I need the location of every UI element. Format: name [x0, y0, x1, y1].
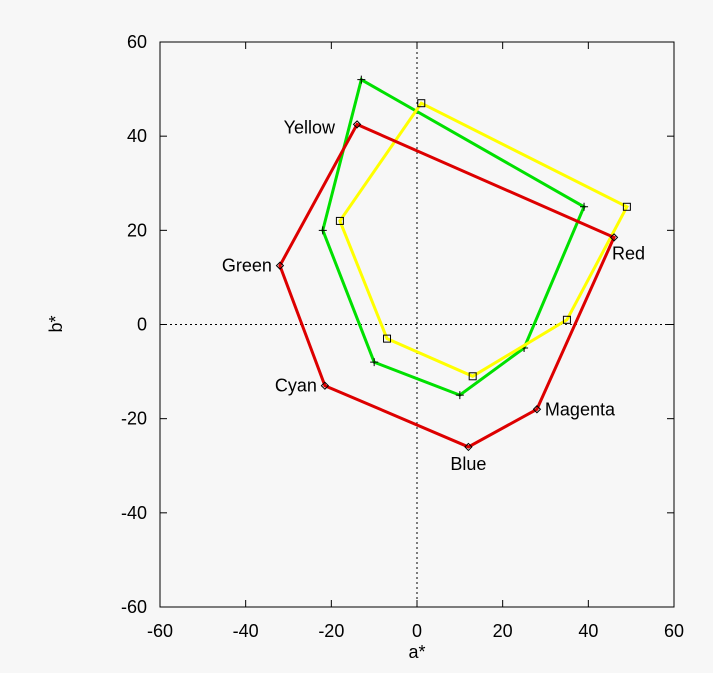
diamond-marker: [352, 120, 362, 129]
y-tick-label: -20: [121, 409, 147, 429]
square-marker: [622, 202, 631, 211]
square-marker: [417, 99, 426, 108]
x-axis-title: a*: [408, 642, 425, 662]
square-marker: [468, 372, 477, 381]
point-label-green: Green: [222, 256, 272, 276]
point-label-yellow: Yellow: [284, 117, 336, 137]
y-tick-label: 40: [127, 126, 147, 146]
x-tick-label: 20: [493, 621, 513, 641]
series-layer: [275, 75, 631, 452]
point-label-cyan: Cyan: [275, 376, 317, 396]
series-2: [275, 120, 619, 452]
plus-marker: [357, 75, 366, 84]
point-labels: Yellow Red Magenta Blue Cyan Green: [222, 117, 645, 474]
y-tick-label: 60: [127, 32, 147, 52]
x-tick-label: 0: [412, 621, 422, 641]
zero-lines: [160, 42, 674, 607]
x-tick-label: -20: [318, 621, 344, 641]
series-1-line: [338, 101, 629, 378]
plus-marker: [455, 391, 464, 400]
diamond-marker: [464, 442, 473, 452]
y-tick-label: -60: [121, 597, 147, 617]
diamond-marker: [532, 405, 542, 414]
point-label-magenta: Magenta: [545, 399, 616, 419]
x-tick-label: 40: [578, 621, 598, 641]
plus-marker: [318, 226, 327, 235]
point-label-red: Red: [612, 243, 645, 263]
y-tick-label: 20: [127, 220, 147, 240]
point-label-blue: Blue: [450, 454, 486, 474]
x-tick-label: -60: [147, 621, 173, 641]
series-2-line: [278, 122, 616, 449]
diamond-marker: [320, 381, 330, 390]
square-marker: [383, 334, 392, 343]
plus-marker: [580, 202, 589, 211]
x-tick-label: -40: [233, 621, 259, 641]
square-marker: [562, 315, 571, 324]
square-marker: [335, 216, 344, 225]
plus-marker: [370, 358, 379, 367]
diamond-marker: [275, 261, 285, 270]
x-tick-label: 60: [664, 621, 684, 641]
y-tick-label: -40: [121, 503, 147, 523]
y-axis-title: b*: [46, 315, 66, 332]
series-1: [335, 99, 631, 381]
y-tick-label: 0: [137, 315, 147, 335]
axis-ticks: -60 -40 -20 0 20 40 60 -60 -40 -20 0 20 40 60: [121, 32, 684, 641]
diamond-marker: [609, 233, 619, 242]
